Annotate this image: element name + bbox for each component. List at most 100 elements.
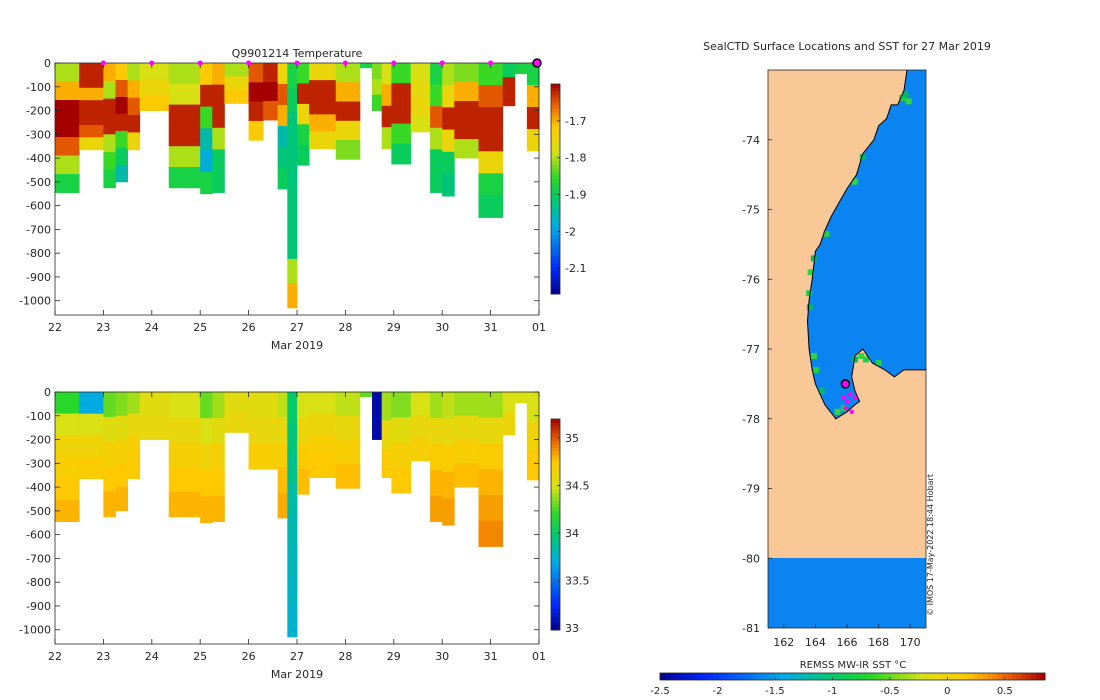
heatmap-cell <box>115 96 128 115</box>
heatmap-cell <box>139 78 170 96</box>
heatmap-cell <box>277 105 288 127</box>
colorbar-segment <box>551 143 560 148</box>
colorbar-segment <box>551 276 560 281</box>
sst-colorbar-segment <box>972 673 979 680</box>
sst-colorbar-segment <box>664 673 671 680</box>
y-tick-label: -900 <box>26 600 51 613</box>
heatmap-cell <box>115 63 128 81</box>
heatmap-cell <box>335 63 361 83</box>
colorbar-segment <box>551 492 560 497</box>
colorbar-segment <box>551 443 560 448</box>
colorbar-segment <box>551 129 560 134</box>
heatmap-cell <box>168 125 201 147</box>
heatmap-cell <box>103 466 116 493</box>
colorbar-segment <box>551 196 560 200</box>
heatmap-cell <box>454 101 479 121</box>
heatmap-cell <box>442 471 455 499</box>
x-tick-label: 24 <box>145 650 159 663</box>
heatmap-cell <box>381 84 392 107</box>
heatmap-cell <box>287 575 298 607</box>
sst-colorbar-segment <box>1001 673 1007 680</box>
profile-marker <box>439 60 445 66</box>
profile-marker <box>100 60 106 66</box>
temperature-colorbar: -1.7 -1.8 -1.9 -2 -2.1 <box>550 83 586 295</box>
colorbar-segment <box>551 457 560 462</box>
heatmap-cell <box>381 127 392 149</box>
heatmap-cell <box>103 491 116 518</box>
sst-colorbar-segment <box>1025 673 1032 680</box>
heatmap-cell <box>410 63 431 81</box>
x-tick-label: 31 <box>484 650 498 663</box>
colorbar-segment <box>551 241 560 246</box>
heatmap-cell <box>248 82 264 103</box>
heatmap-cell <box>55 435 80 458</box>
heatmap-cell <box>454 82 479 102</box>
heatmap-cell <box>287 136 298 162</box>
heatmap-cell <box>224 89 249 104</box>
heatmap-cell <box>442 445 455 473</box>
coastal-sst-pixel <box>810 352 817 359</box>
heatmap-cell <box>372 415 383 440</box>
heatmap-cell <box>526 392 540 422</box>
heatmap-cell <box>391 467 412 494</box>
heatmap-cell <box>410 114 431 133</box>
heatmap-cell <box>391 63 412 84</box>
heatmap-cell <box>287 185 298 211</box>
sst-colorbar-segment <box>934 673 940 680</box>
colorbar-segment <box>551 440 560 445</box>
colorbar-segment <box>551 584 560 589</box>
map-x-tick-label: 166 <box>837 636 858 649</box>
colorbar-segment <box>551 464 560 469</box>
y-tick-label: -200 <box>26 434 51 447</box>
heatmap-cell <box>335 392 361 417</box>
y-tick-label: -800 <box>26 247 51 260</box>
heatmap-cell <box>277 417 288 443</box>
colorbar-segment <box>551 598 560 603</box>
heatmap-cell <box>430 392 443 419</box>
colorbar-segment <box>551 164 560 169</box>
y-tick-label: -400 <box>26 152 51 165</box>
x-tick-label: 22 <box>48 650 62 663</box>
heatmap-cell <box>478 520 504 547</box>
heatmap-cell <box>115 113 128 132</box>
sst-colorbar-segment <box>996 673 1003 680</box>
heatmap-cell <box>287 234 298 260</box>
heatmap-cell <box>478 107 504 130</box>
heatmap-cell <box>168 392 201 418</box>
heatmap-cell <box>115 392 128 417</box>
map-x-tick-label: 164 <box>805 636 826 649</box>
colorbar-segment <box>551 94 560 99</box>
coastal-sst-pixel <box>851 356 858 363</box>
colorbar-segment <box>551 454 560 459</box>
colorbar-segment <box>551 503 560 508</box>
heatmap-cell <box>168 104 201 126</box>
heatmap-cell <box>410 80 431 98</box>
heatmap-cell <box>335 82 361 102</box>
profile-location <box>843 406 848 411</box>
heatmap-cell <box>277 492 288 519</box>
profile-marker <box>149 60 155 66</box>
sst-colorbar-segment <box>1011 673 1017 680</box>
heatmap-cell <box>381 449 392 478</box>
sst-colorbar-segment <box>977 673 983 680</box>
heatmap-cell <box>430 170 443 193</box>
heatmap-cell <box>212 417 225 445</box>
colorbar-segment <box>551 140 560 144</box>
x-tick-label: 01 <box>532 650 546 663</box>
heatmap-cell <box>391 392 412 418</box>
heatmap-cell <box>335 140 361 160</box>
heatmap-cell <box>478 173 504 196</box>
heatmap-cell <box>168 146 201 168</box>
heatmap-cell <box>115 463 128 488</box>
heatmap-cell <box>168 167 201 189</box>
sst-colorbar-segment <box>780 673 786 680</box>
sst-colorbar-segment <box>799 673 805 680</box>
heatmap-cell <box>103 63 116 82</box>
heatmap-cell <box>359 392 373 398</box>
heatmap-cell <box>103 134 116 153</box>
colorbar-segment <box>551 436 560 441</box>
heatmap-cell <box>410 97 431 116</box>
colorbar-segment <box>551 506 560 511</box>
y-tick-label: 0 <box>44 57 51 70</box>
heatmap-cell <box>212 127 225 150</box>
